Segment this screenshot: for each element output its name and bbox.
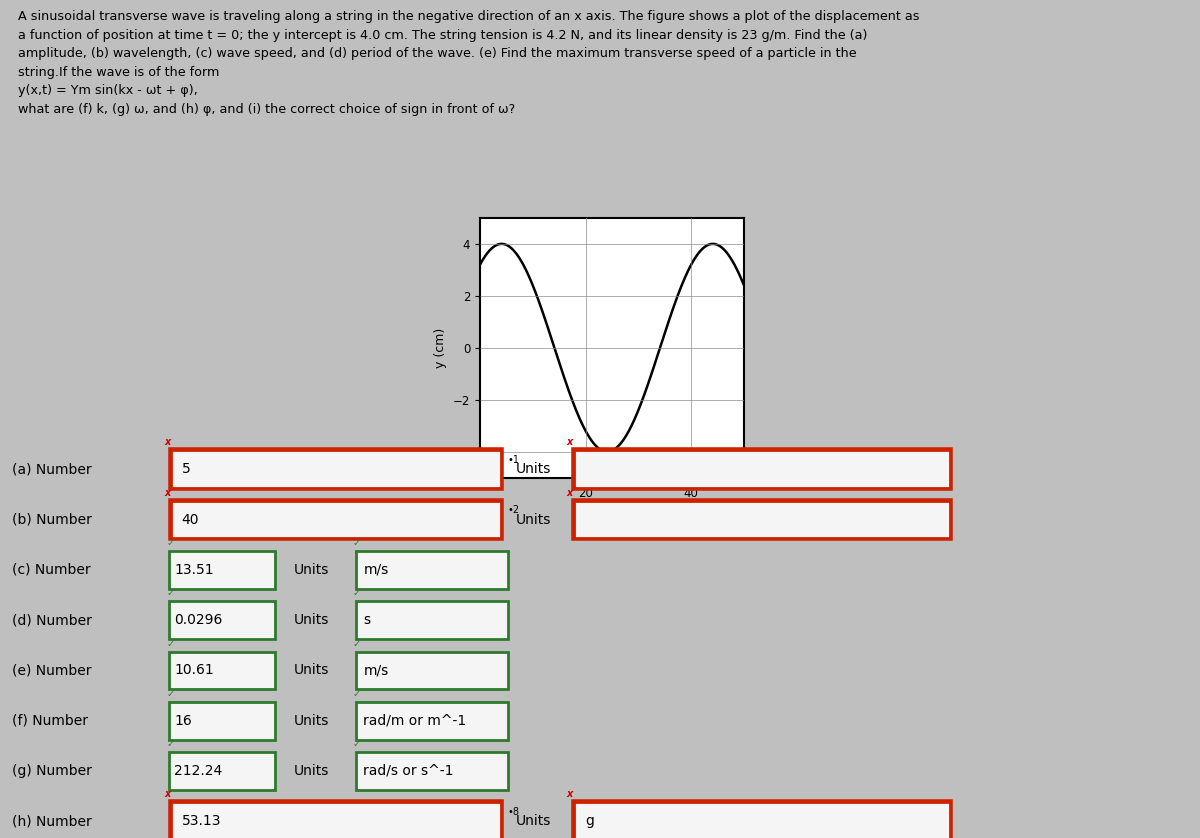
Text: ✓: ✓ [167, 739, 175, 749]
FancyBboxPatch shape [169, 652, 275, 689]
Text: x: x [566, 437, 572, 447]
Text: 13.51: 13.51 [174, 563, 214, 577]
Text: Units: Units [294, 764, 329, 778]
Text: •1: •1 [508, 455, 520, 464]
FancyBboxPatch shape [172, 803, 500, 838]
FancyBboxPatch shape [574, 803, 950, 838]
Text: (b) Number: (b) Number [12, 513, 92, 526]
Text: (a) Number: (a) Number [12, 463, 91, 476]
Text: 0.0296: 0.0296 [174, 613, 223, 627]
X-axis label: x (cm): x (cm) [592, 506, 632, 519]
Text: •2: •2 [508, 504, 520, 515]
FancyBboxPatch shape [574, 500, 950, 539]
FancyBboxPatch shape [574, 803, 950, 838]
Text: Units: Units [294, 714, 329, 727]
Text: 212.24: 212.24 [174, 764, 223, 778]
Text: x: x [164, 488, 170, 498]
Text: (e) Number: (e) Number [12, 664, 91, 677]
FancyBboxPatch shape [172, 451, 500, 488]
FancyBboxPatch shape [355, 702, 509, 740]
Text: x: x [566, 488, 572, 498]
Text: •8: •8 [508, 806, 520, 816]
Text: 16: 16 [174, 714, 192, 727]
Text: x: x [164, 437, 170, 447]
Text: ✓: ✓ [167, 689, 175, 699]
Text: ✓: ✓ [353, 588, 360, 598]
Text: ✓: ✓ [353, 739, 360, 749]
FancyBboxPatch shape [574, 500, 950, 539]
FancyBboxPatch shape [169, 602, 275, 639]
FancyBboxPatch shape [172, 500, 500, 539]
Text: ✓: ✓ [167, 588, 175, 598]
Text: Units: Units [516, 513, 551, 526]
Text: 5: 5 [181, 463, 190, 476]
Text: ✓: ✓ [167, 639, 175, 649]
Text: (d) Number: (d) Number [12, 613, 92, 627]
FancyBboxPatch shape [355, 551, 509, 588]
Text: (c) Number: (c) Number [12, 563, 91, 577]
FancyBboxPatch shape [169, 702, 275, 740]
Text: Units: Units [294, 664, 329, 677]
Text: g: g [586, 815, 594, 828]
Text: ✓: ✓ [353, 689, 360, 699]
Text: 10.61: 10.61 [174, 664, 215, 677]
Text: (g) Number: (g) Number [12, 764, 92, 778]
FancyBboxPatch shape [172, 803, 500, 838]
Text: x: x [164, 789, 170, 799]
Text: Units: Units [516, 815, 551, 828]
FancyBboxPatch shape [172, 500, 500, 539]
FancyBboxPatch shape [169, 551, 275, 588]
Text: Units: Units [516, 463, 551, 476]
Text: ✓: ✓ [353, 538, 360, 548]
FancyBboxPatch shape [574, 451, 950, 488]
Text: 40: 40 [181, 513, 199, 526]
Text: s: s [364, 613, 371, 627]
Text: (f) Number: (f) Number [12, 714, 88, 727]
Text: A sinusoidal transverse wave is traveling along a string in the negative directi: A sinusoidal transverse wave is travelin… [18, 11, 919, 116]
Text: rad/s or s^-1: rad/s or s^-1 [364, 764, 454, 778]
Text: x: x [566, 789, 572, 799]
Text: Units: Units [294, 613, 329, 627]
FancyBboxPatch shape [574, 451, 950, 488]
Text: ✓: ✓ [167, 538, 175, 548]
Text: ✓: ✓ [353, 639, 360, 649]
Text: 53.13: 53.13 [181, 815, 221, 828]
FancyBboxPatch shape [355, 602, 509, 639]
Text: (h) Number: (h) Number [12, 815, 91, 828]
Text: m/s: m/s [364, 664, 389, 677]
FancyBboxPatch shape [172, 451, 500, 488]
FancyBboxPatch shape [355, 753, 509, 789]
FancyBboxPatch shape [169, 753, 275, 789]
Text: Units: Units [294, 563, 329, 577]
FancyBboxPatch shape [355, 652, 509, 689]
Text: rad/m or m^-1: rad/m or m^-1 [364, 714, 467, 727]
Y-axis label: y (cm): y (cm) [434, 328, 448, 368]
Text: m/s: m/s [364, 563, 389, 577]
